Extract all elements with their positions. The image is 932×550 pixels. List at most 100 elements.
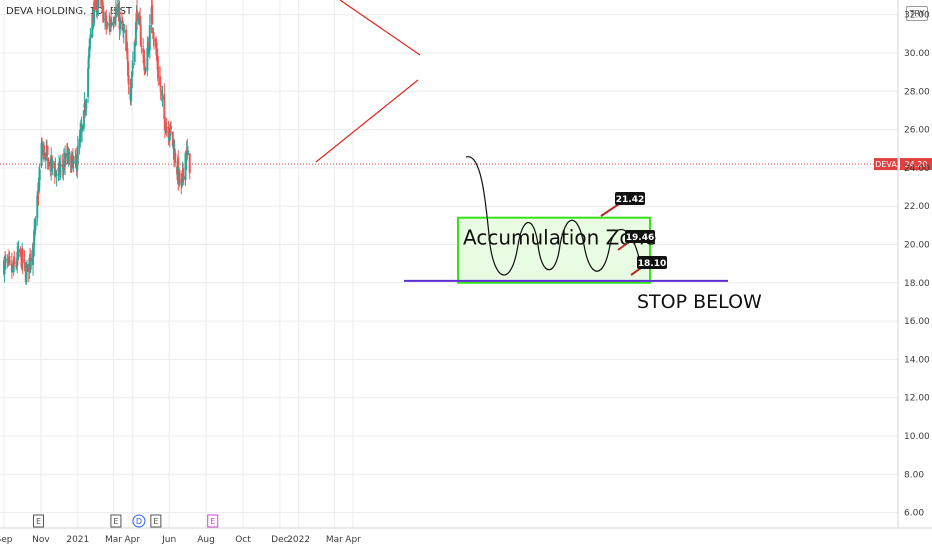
y-tick-label: 16.00	[904, 317, 930, 327]
candle-body	[104, 14, 107, 17]
candle-body	[130, 87, 133, 102]
candle-body	[180, 177, 183, 185]
candle-body	[119, 18, 122, 30]
candle-body	[102, 5, 105, 23]
target-badge	[615, 192, 645, 205]
candle-body	[116, 3, 119, 16]
candle-body	[44, 153, 47, 160]
candle-body	[34, 219, 37, 231]
candle-body	[144, 68, 147, 72]
candle-body	[38, 177, 41, 192]
candle-body	[169, 124, 172, 136]
target-badge	[625, 230, 655, 243]
candle-body	[55, 173, 58, 176]
candle-body	[165, 127, 168, 129]
candle-body	[155, 48, 158, 56]
candle-body	[68, 152, 71, 155]
stop-label: STOP BELOW	[637, 291, 762, 313]
y-tick-label: 22.00	[904, 202, 930, 212]
candle-body	[161, 96, 164, 100]
candle-body	[12, 260, 15, 273]
x-tick-label: 2022	[287, 535, 310, 545]
candle-body	[125, 29, 128, 52]
candle-body	[154, 38, 157, 48]
candle-body	[160, 90, 163, 93]
candle-body	[76, 161, 79, 172]
candle-body	[4, 258, 7, 262]
candle-body	[93, 0, 96, 10]
candle-body	[142, 50, 145, 57]
candle-body	[29, 259, 32, 267]
candle-body	[72, 159, 75, 164]
candle-body	[9, 261, 12, 263]
candle-body	[182, 176, 185, 180]
candle-body	[64, 152, 67, 167]
candle-body	[174, 152, 177, 163]
candle-body	[84, 105, 87, 113]
candle-body	[109, 20, 112, 31]
x-tick-label: Nov	[32, 535, 50, 545]
target-pointer	[630, 267, 642, 276]
event-label: E	[113, 517, 118, 526]
candle-body	[151, 27, 154, 34]
candle-body	[85, 99, 88, 109]
earnings-marker	[32, 514, 44, 528]
target-pointer	[600, 203, 620, 217]
candle-body	[138, 14, 141, 19]
candle-body	[130, 78, 133, 87]
symbol-badge	[874, 158, 898, 171]
candle-body	[55, 170, 58, 173]
earnings-marker	[110, 514, 122, 528]
candle-body	[113, 21, 116, 23]
candle-body	[112, 22, 115, 26]
candle-body	[59, 164, 62, 166]
candle-body	[106, 25, 109, 27]
candle-body	[143, 57, 146, 71]
currency-badge[interactable]: TRY	[906, 6, 928, 21]
chart-title: DEVA HOLDING, 1D, BIST	[6, 6, 133, 17]
x-tick-label: Apr	[345, 535, 361, 545]
event-label: E	[210, 517, 215, 526]
candle-body	[3, 259, 6, 274]
candle-body	[36, 195, 39, 219]
candle-body	[156, 57, 159, 70]
y-tick-label: 26.00	[904, 126, 930, 136]
accumulation-zone	[457, 216, 651, 284]
candle-body	[37, 192, 40, 195]
candle-body	[91, 14, 94, 38]
candle-body	[184, 152, 187, 181]
target-pointer	[617, 241, 630, 251]
candle-body	[148, 24, 151, 51]
candle-body	[139, 24, 142, 46]
y-tick-label: 8.00	[904, 470, 924, 480]
candle-body	[25, 264, 28, 273]
candle-body	[82, 110, 85, 129]
candle-body	[136, 10, 139, 22]
candle-body	[24, 262, 27, 266]
candle-body	[93, 1, 96, 23]
candle-body	[152, 35, 155, 39]
dividend-marker	[132, 514, 146, 528]
x-tick-label: Jun	[161, 535, 176, 545]
projection-path	[465, 156, 641, 276]
candle-body	[163, 117, 166, 131]
candle-body	[126, 48, 129, 60]
candle-body	[182, 168, 185, 177]
earnings-marker	[207, 514, 219, 528]
y-tick-label: 10.00	[904, 432, 930, 442]
last-price-badge	[900, 158, 932, 171]
candle-body	[159, 85, 162, 92]
candles	[3, 0, 191, 285]
candle-body	[76, 146, 79, 164]
candle-body	[19, 249, 22, 253]
candle-body	[178, 170, 181, 183]
candle-body	[8, 255, 11, 260]
candle-body	[114, 6, 117, 18]
candle-body	[147, 42, 150, 55]
grid-lines	[0, 0, 898, 528]
candle-body	[83, 103, 86, 108]
candle-body	[79, 133, 82, 143]
